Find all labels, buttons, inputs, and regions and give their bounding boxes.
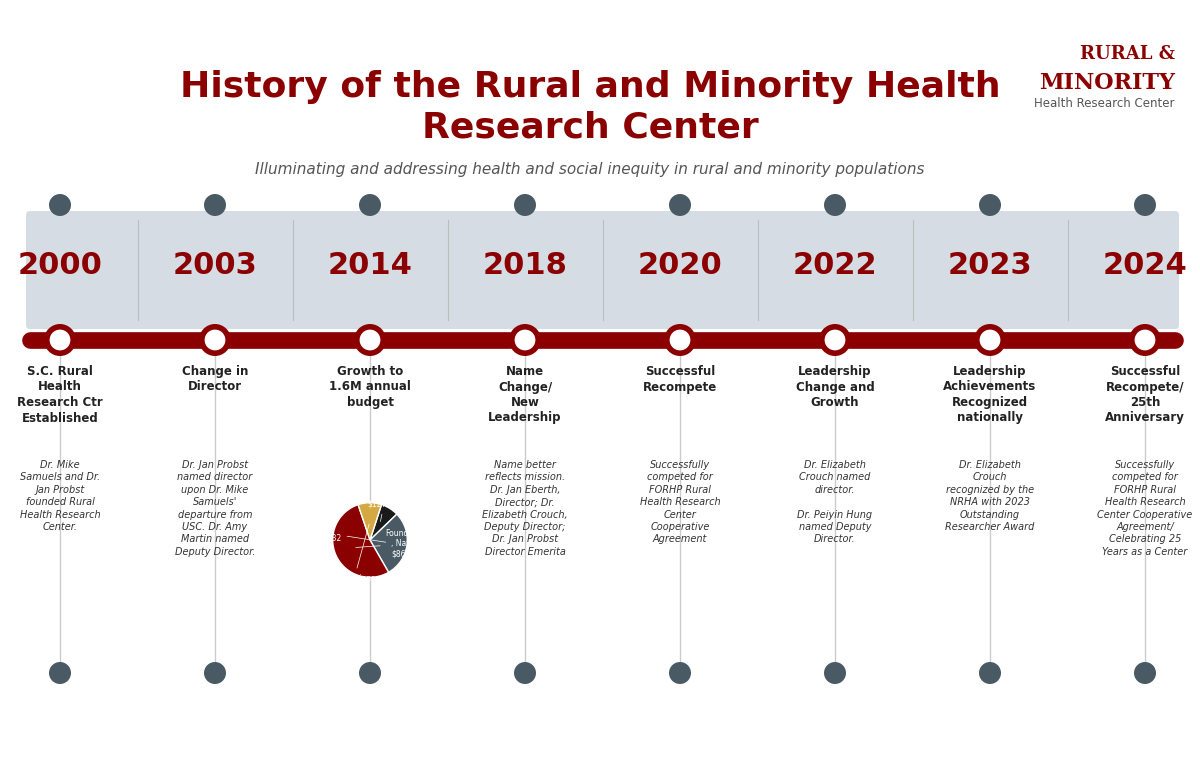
Circle shape bbox=[664, 324, 696, 356]
Text: 2020: 2020 bbox=[637, 250, 722, 280]
Wedge shape bbox=[370, 504, 397, 540]
Text: Dr. Mike
Samuels and Dr.
Jan Probst
founded Rural
Health Research
Center.: Dr. Mike Samuels and Dr. Jan Probst foun… bbox=[19, 460, 101, 532]
Text: RURAL &: RURAL & bbox=[1080, 45, 1175, 63]
Text: 2022: 2022 bbox=[793, 250, 877, 280]
Circle shape bbox=[509, 324, 541, 356]
Text: Name better
reflects mission.
Dr. Jan Eberth,
Director; Dr.
Elizabeth Crouch,
De: Name better reflects mission. Dr. Jan Eb… bbox=[482, 460, 568, 557]
Text: Name
Change/
New
Leadership: Name Change/ New Leadership bbox=[488, 365, 562, 424]
Circle shape bbox=[204, 194, 226, 216]
Text: Health Research Center: Health Research Center bbox=[1034, 97, 1175, 110]
Circle shape bbox=[514, 662, 536, 684]
Circle shape bbox=[1129, 324, 1162, 356]
Text: 2023: 2023 bbox=[948, 250, 1032, 280]
Text: 2018: 2018 bbox=[482, 250, 568, 280]
Wedge shape bbox=[332, 504, 389, 578]
Text: Successful
Recompete: Successful Recompete bbox=[643, 365, 718, 393]
Circle shape bbox=[1134, 194, 1156, 216]
Circle shape bbox=[515, 330, 535, 350]
Circle shape bbox=[359, 662, 382, 684]
Circle shape bbox=[979, 194, 1001, 216]
Text: Dr. Jan Probst
named director
upon Dr. Mike
Samuels'
departure from
USC. Dr. Amy: Dr. Jan Probst named director upon Dr. M… bbox=[175, 460, 256, 557]
Circle shape bbox=[199, 324, 230, 356]
Circle shape bbox=[1135, 330, 1156, 350]
Text: Successful
Recompete/
25th
Anniversary: Successful Recompete/ 25th Anniversary bbox=[1105, 365, 1184, 424]
Circle shape bbox=[514, 194, 536, 216]
Text: Foundations
, Local
$165,899: Foundations , Local $165,899 bbox=[328, 524, 374, 604]
Text: 2014: 2014 bbox=[328, 250, 413, 280]
Circle shape bbox=[360, 330, 380, 350]
Text: Leadership
Change and
Growth: Leadership Change and Growth bbox=[796, 365, 875, 409]
Circle shape bbox=[824, 662, 846, 684]
Text: Other
$127,110: Other $127,110 bbox=[367, 489, 403, 521]
Circle shape bbox=[824, 330, 845, 350]
Circle shape bbox=[670, 662, 691, 684]
Text: Dr. Elizabeth
Crouch named
director.

Dr. Peiyin Hung
named Deputy
Director.: Dr. Elizabeth Crouch named director. Dr.… bbox=[798, 460, 872, 544]
Text: Leadership
Achievements
Recognized
nationally: Leadership Achievements Recognized natio… bbox=[943, 365, 1037, 424]
Text: S.C. Rural
Health
Research Ctr
Established: S.C. Rural Health Research Ctr Establish… bbox=[17, 365, 103, 424]
Circle shape bbox=[49, 194, 71, 216]
Circle shape bbox=[44, 324, 76, 356]
Text: 2024: 2024 bbox=[1103, 250, 1187, 280]
FancyBboxPatch shape bbox=[26, 211, 1178, 329]
Text: 2000: 2000 bbox=[18, 250, 102, 280]
Text: Foundations
, National
$866,511: Foundations , National $866,511 bbox=[355, 529, 433, 558]
Circle shape bbox=[670, 194, 691, 216]
Circle shape bbox=[979, 662, 1001, 684]
Text: Change in
Director: Change in Director bbox=[182, 365, 248, 393]
Circle shape bbox=[359, 194, 382, 216]
Circle shape bbox=[1134, 662, 1156, 684]
Circle shape bbox=[824, 194, 846, 216]
Text: HRSA
$471,432: HRSA $471,432 bbox=[305, 523, 385, 542]
Circle shape bbox=[204, 330, 226, 350]
Circle shape bbox=[974, 324, 1006, 356]
Circle shape bbox=[979, 330, 1001, 350]
Text: History of the Rural and Minority Health
Research Center: History of the Rural and Minority Health… bbox=[180, 70, 1001, 145]
Wedge shape bbox=[358, 503, 382, 540]
Circle shape bbox=[818, 324, 851, 356]
Circle shape bbox=[49, 662, 71, 684]
Circle shape bbox=[354, 324, 386, 356]
Text: Successfully
competed for
FORHP Rural
Health Research
Center Cooperative
Agreeme: Successfully competed for FORHP Rural He… bbox=[1097, 460, 1193, 557]
Text: 2003: 2003 bbox=[173, 250, 257, 280]
Text: Successfully
competed for
FORHP Rural
Health Research
Center
Cooperative
Agreeme: Successfully competed for FORHP Rural He… bbox=[640, 460, 720, 544]
Text: MINORITY: MINORITY bbox=[1039, 72, 1175, 94]
Text: Dr. Elizabeth
Crouch
recognized by the
NRHA with 2023
Outstanding
Researcher Awa: Dr. Elizabeth Crouch recognized by the N… bbox=[946, 460, 1034, 532]
Circle shape bbox=[204, 662, 226, 684]
Wedge shape bbox=[370, 514, 407, 572]
Text: Illuminating and addressing health and social inequity in rural and minority pop: Illuminating and addressing health and s… bbox=[256, 162, 925, 177]
Circle shape bbox=[670, 330, 690, 350]
Circle shape bbox=[49, 330, 71, 350]
Text: Growth to
1.6M annual
budget: Growth to 1.6M annual budget bbox=[329, 365, 410, 409]
